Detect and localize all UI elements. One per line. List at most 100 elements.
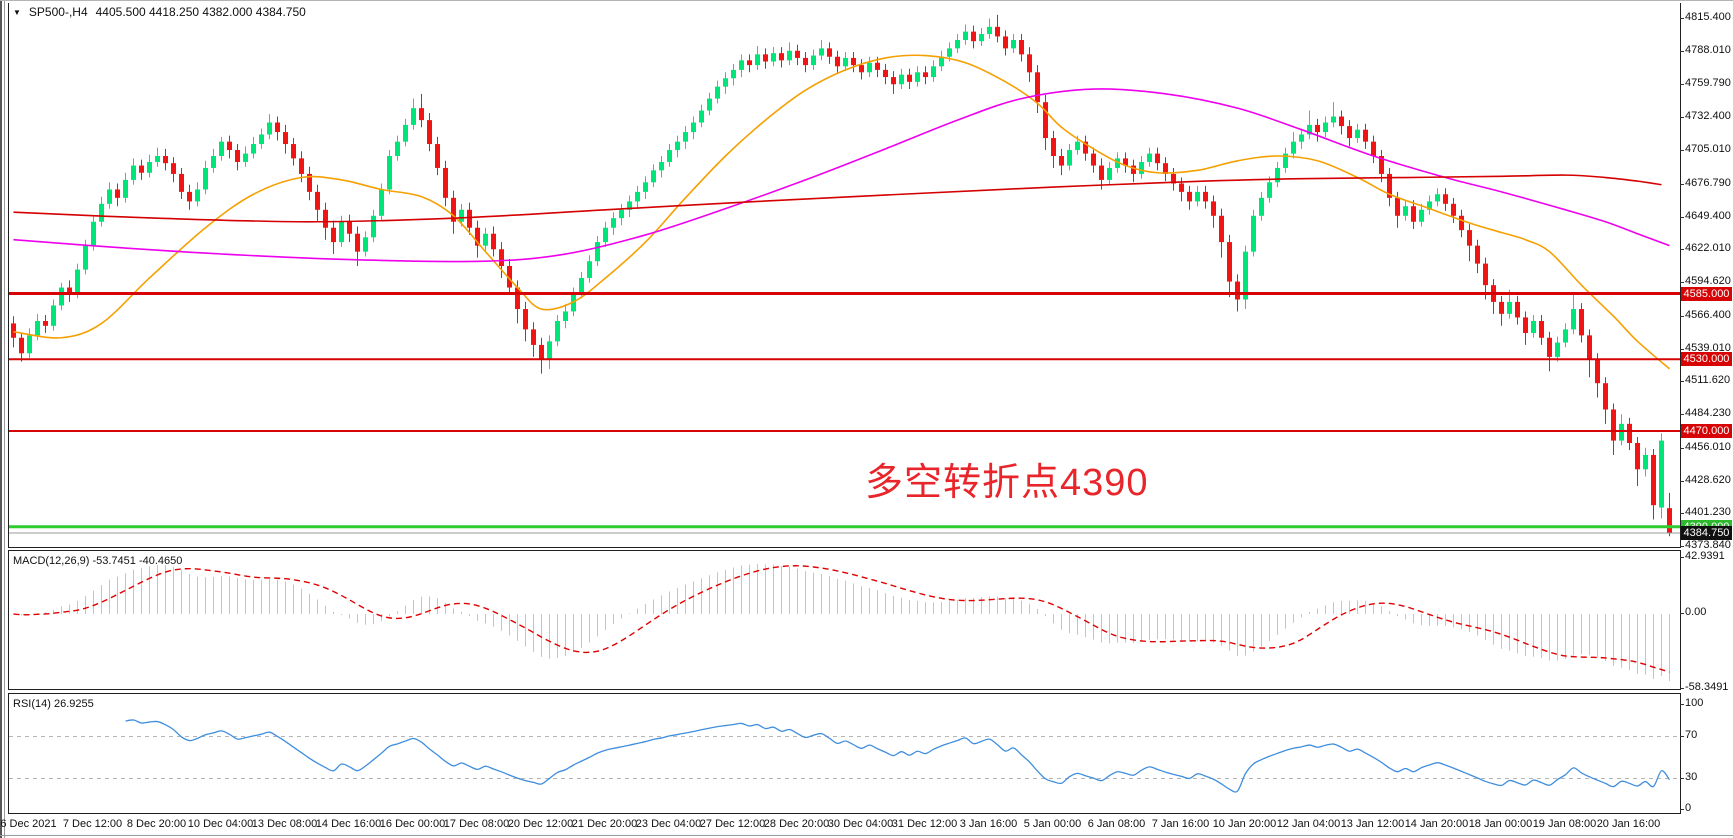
candle-down	[299, 158, 304, 174]
candle-down	[1179, 183, 1184, 192]
window-left-border	[0, 1, 2, 838]
price-axis-label: 4539.010	[1685, 341, 1731, 354]
candle-down	[451, 197, 456, 222]
ma-slow-red	[13, 174, 1662, 223]
candle-up	[1259, 197, 1264, 216]
time-axis-label: 7 Jan 16:00	[1151, 818, 1210, 830]
candle-up	[739, 60, 744, 70]
candle-up	[131, 165, 136, 180]
candle-up	[1067, 150, 1072, 166]
candle-down	[1539, 321, 1544, 338]
candle-down	[539, 344, 544, 360]
candle-up	[899, 74, 904, 85]
ma-fast-orange	[13, 54, 1671, 370]
time-axis-label: 7 Dec 12:00	[62, 818, 123, 830]
candle-down	[1667, 508, 1672, 533]
candle-up	[195, 189, 200, 202]
candle-up	[611, 218, 616, 228]
candle-down	[491, 233, 496, 250]
candle-up	[667, 150, 672, 162]
candle-down	[1235, 281, 1240, 300]
price-axis-tick	[1680, 480, 1684, 482]
candle-down	[803, 57, 808, 66]
candle-down	[1227, 242, 1232, 282]
down-triangle-icon: ▼	[13, 7, 21, 17]
rsi-line	[125, 719, 1671, 793]
time-axis-label: 3 Jan 16:00	[959, 818, 1018, 830]
candle-up	[243, 153, 248, 162]
candle-down	[1219, 215, 1224, 243]
candle-up	[707, 98, 712, 111]
candle-down	[315, 191, 320, 210]
price-axis-label: 4759.790	[1685, 77, 1731, 90]
time-axis-label: 30 Dec 04:00	[827, 818, 894, 830]
candle-down	[11, 323, 16, 338]
candle-up	[1427, 201, 1432, 210]
price-level-badge: 4585.000	[1681, 286, 1732, 301]
macd-signal-line	[13, 565, 1670, 673]
candle-down	[179, 173, 184, 192]
macd-axis-label: 42.9391	[1685, 550, 1725, 563]
candle-down	[1443, 194, 1448, 204]
price-axis-tick	[1680, 150, 1684, 151]
candle-up	[403, 124, 408, 142]
candle-down	[1315, 124, 1320, 133]
candle-down	[499, 249, 504, 267]
candle-up	[939, 56, 944, 67]
candle-down	[1035, 72, 1040, 103]
candle-down	[67, 287, 72, 294]
rsi-axis-tick	[1680, 777, 1684, 779]
candle-up	[1195, 191, 1200, 202]
candle-down	[1187, 191, 1192, 202]
time-axis-label: 14 Dec 16:00	[315, 818, 382, 830]
candle-down	[971, 31, 976, 42]
candle-down	[835, 56, 840, 67]
candle-up	[483, 233, 488, 246]
price-axis-tick	[1680, 348, 1684, 350]
rsi-axis-label: 30	[1685, 770, 1698, 783]
candle-down	[1083, 141, 1088, 154]
candle-up	[723, 78, 728, 87]
candle-down	[1163, 163, 1168, 174]
candle-down	[139, 165, 144, 173]
candle-down	[1347, 126, 1352, 139]
candlestick-chart[interactable]	[9, 3, 1680, 546]
rsi-axis-tick	[1680, 809, 1684, 810]
time-axis-label: 16 Dec 00:00	[379, 818, 446, 830]
candle-up	[395, 141, 400, 156]
candle-down	[1635, 442, 1640, 470]
candle-down	[1475, 245, 1480, 264]
candle-up	[811, 55, 816, 66]
candle-up	[659, 161, 664, 171]
candle-down	[355, 233, 360, 252]
candle-down	[507, 266, 512, 288]
candle-up	[1243, 251, 1248, 300]
candle-down	[907, 74, 912, 82]
macd-chart[interactable]	[9, 551, 1680, 689]
candle-down	[795, 50, 800, 58]
time-axis-label: 27 Dec 12:00	[699, 818, 766, 830]
candle-down	[283, 132, 288, 145]
price-axis-label: 4594.620	[1685, 275, 1731, 287]
candle-down	[1523, 317, 1528, 333]
macd-panel[interactable]: MACD(12,26,9) -53.7451 -40.4650	[8, 550, 1681, 690]
candle-up	[1435, 194, 1440, 202]
candle-up	[99, 203, 104, 222]
candle-down	[883, 69, 888, 78]
price-axis-tick	[1680, 381, 1684, 383]
rsi-panel[interactable]: RSI(14) 26.9255	[8, 693, 1681, 814]
time-axis-label: 10 Dec 04:00	[187, 818, 254, 830]
candle-down	[747, 60, 752, 66]
candle-up	[771, 53, 776, 62]
candle-up	[1307, 124, 1312, 135]
candle-up	[147, 161, 152, 173]
candle-up	[339, 221, 344, 243]
candle-up	[59, 287, 64, 306]
price-chart-panel[interactable]: ▼ SP500-,H4 4405.500 4418.250 4382.000 4…	[8, 3, 1681, 548]
candle-up	[843, 57, 848, 67]
candle-down	[1203, 191, 1208, 202]
price-axis-tick	[1680, 447, 1684, 449]
candle-down	[1483, 263, 1488, 286]
candle-up	[251, 144, 256, 154]
rsi-chart[interactable]	[9, 694, 1680, 813]
